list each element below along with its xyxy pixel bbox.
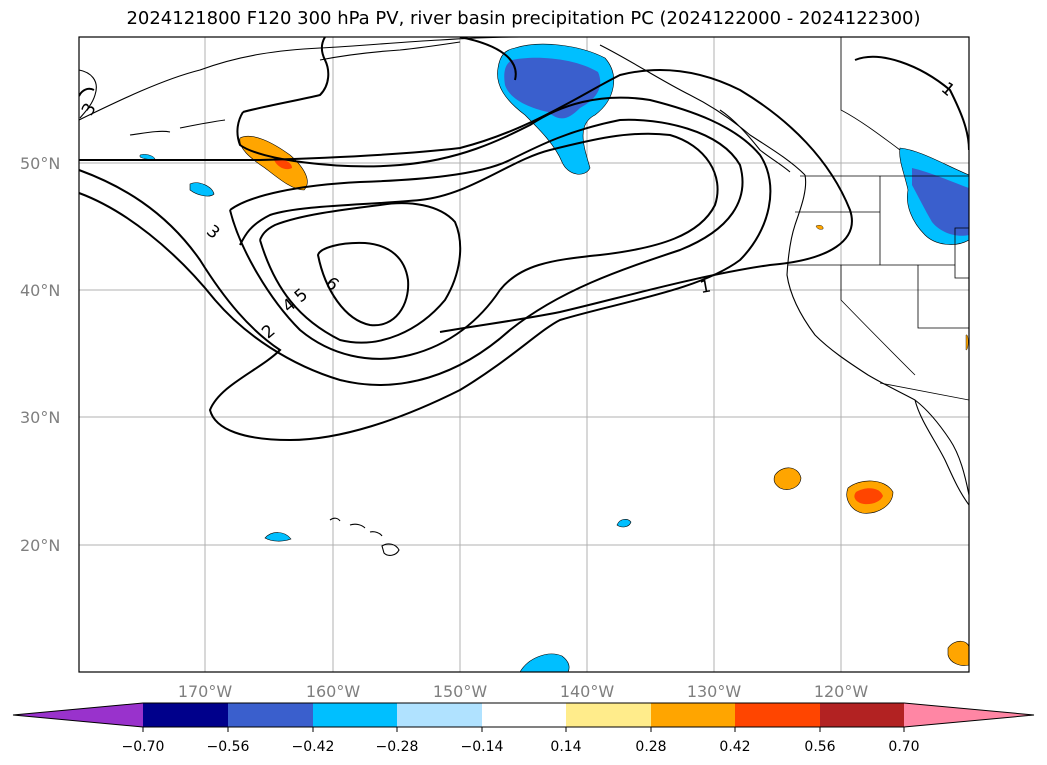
coast-hawaii-3 <box>369 531 383 537</box>
coast-hawaii-1 <box>329 517 341 522</box>
precip-pos-baja-1 <box>773 467 802 490</box>
pv-contour-2 <box>79 96 772 442</box>
pv-contour-2c <box>459 37 517 81</box>
coast-hawaii-2 <box>349 523 366 529</box>
precip-pos-baja-2-core <box>854 488 883 505</box>
pv-contours <box>79 37 969 442</box>
precip-idaho-inner <box>912 168 969 236</box>
border-az <box>917 265 969 329</box>
lon-label: 160°W <box>306 682 361 701</box>
lon-label: 170°W <box>178 682 233 701</box>
precip-positive-areas <box>239 135 969 666</box>
precip-pos-tiny2 <box>965 334 969 351</box>
coast-west-coast <box>786 174 969 496</box>
precip-pos-west-core <box>274 159 292 170</box>
pv-contour-1-ne <box>854 55 969 151</box>
colorbar-seg <box>313 703 397 727</box>
lat-labels: 50°N 40°N 30°N 20°N <box>20 154 60 555</box>
colorbar-seg <box>651 703 735 727</box>
colorbar-tick-label: 0.70 <box>888 739 919 755</box>
lat-label: 50°N <box>20 154 60 173</box>
lon-label: 120°W <box>814 682 869 701</box>
pv-contour-3-west <box>79 87 95 97</box>
coast-alaska-top <box>319 41 461 61</box>
precip-small-1 <box>189 182 215 197</box>
borders <box>788 37 969 401</box>
pv-contour-3 <box>79 118 744 386</box>
colorbar-seg <box>566 703 651 727</box>
colorbar-tick-label: 0.28 <box>635 739 666 755</box>
lat-label: 40°N <box>20 281 60 300</box>
border-ut <box>954 227 969 279</box>
colorbar-tick-label: −0.56 <box>207 739 250 755</box>
colorbar-seg <box>735 703 820 727</box>
colorbar-tick-label: −0.28 <box>376 739 419 755</box>
precip-pos-tiny <box>815 225 824 230</box>
precip-small-4 <box>616 519 632 528</box>
colorbar-tick-label: −0.42 <box>292 739 335 755</box>
pv-contour-2b <box>242 37 330 113</box>
coast-bc-islands <box>719 109 791 173</box>
pv-contour-5 <box>259 202 462 344</box>
contour-label: 1 <box>698 276 712 298</box>
border-mexico <box>879 382 969 401</box>
colorbar-seg <box>13 703 143 727</box>
lon-label: 130°W <box>687 682 742 701</box>
coast-north-mainland <box>599 44 806 176</box>
colorbar: −0.70 −0.56 −0.42 −0.28 −0.14 0.14 0.28 … <box>12 702 1035 755</box>
pv-contour-1 <box>79 69 853 333</box>
colorbar-seg <box>904 703 1034 727</box>
border-nv-ca <box>840 265 916 376</box>
precip-small-5 <box>519 653 570 672</box>
colorbar-tick-label: 0.14 <box>550 739 581 755</box>
colorbar-tick-label: −0.70 <box>122 739 165 755</box>
colorbar-seg <box>228 703 313 727</box>
precip-pos-se <box>947 640 969 666</box>
coast-baja-west <box>914 399 969 506</box>
coast-hawaii-4 <box>381 543 400 556</box>
colorbar-seg <box>482 703 566 727</box>
map-frame <box>78 36 970 673</box>
coast-islands-1 <box>129 130 171 136</box>
lat-label: 20°N <box>20 536 60 555</box>
coastlines <box>79 37 969 556</box>
coast-islands-2 <box>179 119 226 129</box>
lon-labels: 170°W 160°W 150°W 140°W 130°W 120°W <box>178 682 869 701</box>
lon-label: 150°W <box>433 682 488 701</box>
lat-label: 30°N <box>20 408 60 427</box>
coast-aleutians <box>79 69 97 119</box>
map-title: 2024121800 F120 300 hPa PV, river basin … <box>126 8 921 29</box>
precip-small-3 <box>264 532 292 542</box>
map-panel <box>79 37 969 672</box>
pv-contour-6 <box>316 241 410 327</box>
colorbar-tick-label: −0.14 <box>461 739 504 755</box>
colorbar-seg <box>397 703 482 727</box>
pv-contour-4 <box>229 132 719 360</box>
colorbar-seg <box>820 703 904 727</box>
colorbar-tick-label: 0.56 <box>804 739 835 755</box>
border-alaska-canada <box>840 37 901 151</box>
graticule <box>79 37 969 672</box>
coast-alaska-peninsula <box>79 37 521 121</box>
lon-label: 140°W <box>560 682 615 701</box>
colorbar-tick-label: 0.42 <box>719 739 750 755</box>
colorbar-seg <box>143 703 228 727</box>
